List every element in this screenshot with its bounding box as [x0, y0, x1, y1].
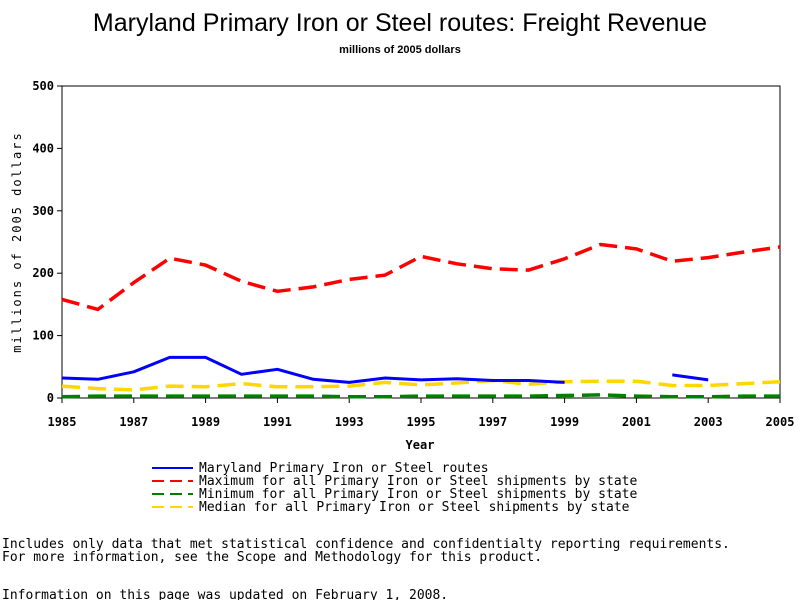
y-tick-label: 100 [32, 329, 54, 343]
x-tick-label: 1989 [191, 415, 220, 429]
legend-label-minimum: Minimum for all Primary Iron or Steel sh… [199, 487, 637, 502]
plot-frame [61, 85, 781, 399]
series-line-minimum [61, 393, 780, 399]
y-tick-label: 400 [32, 141, 54, 155]
footnote-methodology: For more information, see the Scope and … [2, 550, 542, 565]
series-line-maryland [61, 355, 565, 384]
series-line-maryland [672, 373, 709, 382]
x-tick-label: 2003 [694, 415, 723, 429]
x-tick-label: 1993 [335, 415, 364, 429]
y-tick-label: 500 [32, 79, 54, 93]
chart-title: Maryland Primary Iron or Steel routes: F… [93, 9, 707, 37]
y-tick-label: 0 [47, 391, 54, 405]
legend: Maryland Primary Iron or Steel routesMax… [152, 461, 637, 515]
series-line-median [61, 378, 781, 392]
x-axis: 1985 1987 1989 1991 1993 1995 1997 1999 2001 2003… [48, 398, 795, 429]
x-tick-label: 1987 [119, 415, 148, 429]
x-tick-label: 1985 [48, 415, 77, 429]
x-axis-label: Year [406, 438, 435, 452]
x-tick-label: 1991 [263, 415, 292, 429]
series-group [61, 242, 781, 399]
x-tick-label: 1999 [550, 415, 579, 429]
legend-label-maryland: Maryland Primary Iron or Steel routes [199, 461, 489, 476]
y-tick-label: 200 [32, 266, 54, 280]
x-tick-label: 1995 [407, 415, 436, 429]
legend-label-maximum: Maximum for all Primary Iron or Steel sh… [199, 474, 637, 489]
chart-subtitle: millions of 2005 dollars [339, 44, 461, 56]
series-line-maximum [61, 242, 781, 312]
legend-label-median: Median for all Primary Iron or Steel shi… [199, 500, 630, 515]
x-tick-label: 1997 [478, 415, 507, 429]
y-axis-label: millions of 2005 dollars [10, 131, 24, 352]
x-tick-label: 2001 [622, 415, 651, 429]
y-axis: 0 100 200 300 400 500 [32, 79, 62, 405]
footnote-confidence: Includes only data that met statistical … [2, 537, 730, 552]
footnote-updated: Information on this page was updated on … [2, 588, 448, 600]
y-tick-label: 300 [32, 204, 54, 218]
x-tick-label: 2005 [766, 415, 795, 429]
